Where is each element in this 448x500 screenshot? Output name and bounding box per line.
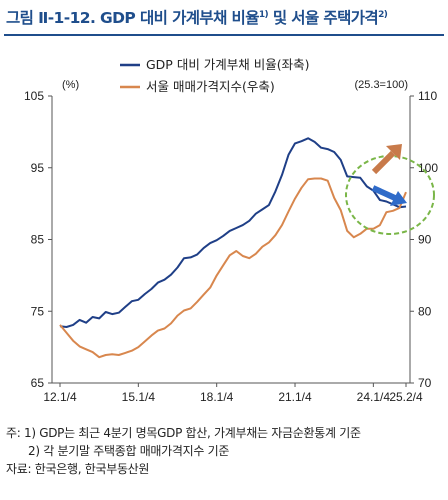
title-rule (4, 34, 444, 36)
left-tick-label: 75 (31, 304, 45, 318)
down-arrow-shaft (371, 185, 397, 201)
up-arrow-shaft (371, 150, 396, 175)
debt-ratio-line (59, 137, 407, 328)
chart: 65 75 85 95 105 70 80 90 100 110 12.1/4 15.1/4 18.1/… (24, 57, 438, 404)
right-tick-label: 90 (418, 233, 432, 247)
left-tick-label: 65 (31, 376, 45, 390)
right-tick-label: 110 (418, 89, 437, 103)
left-tick-label: 95 (31, 161, 45, 175)
right-tick-label: 80 (418, 304, 432, 318)
down-arrow-head (390, 191, 407, 206)
title-main: 그림 Ⅱ-1-12. GDP 대비 가계부채 비율 (6, 9, 259, 27)
right-tick-label: 100 (418, 161, 438, 175)
right-tick-label: 70 (418, 376, 432, 390)
x-tick-label: 18.1/4 (200, 390, 234, 404)
x-tick-label: 24.1/4 (357, 390, 391, 404)
left-tick-label: 105 (24, 89, 44, 103)
title-footnote-1: 1) (258, 9, 269, 20)
x-tick-label: 12.1/4 (43, 390, 77, 404)
footnote-1: 주: 1) GDP는 최근 4분기 명목GDP 합산, 가계부채는 자금순환통계… (6, 426, 361, 440)
chart-title: 그림 Ⅱ-1-12. GDP 대비 가계부채 비율1) 및 서울 주택가격2) (6, 6, 388, 28)
source-note: 자료: 한국은행, 한국부동산원 (6, 462, 150, 476)
right-axis-unit: (25.3=100) (354, 79, 408, 91)
left-axis-unit: (%) (62, 79, 79, 91)
up-arrow-head (386, 144, 402, 160)
legend-label-debt-ratio: GDP 대비 가계부채 비율(좌축) (146, 57, 310, 72)
house-price-line (59, 177, 407, 359)
x-tick-label: 25.2/4 (389, 390, 423, 404)
title-mid: 및 서울 주택가격 (268, 9, 379, 27)
x-tick-label: 21.1/4 (278, 390, 312, 404)
title-footnote-2: 2) (378, 9, 388, 20)
footnotes: 주: 1) GDP는 최근 4분기 명목GDP 합산, 가계부채는 자금순환통계… (6, 424, 361, 478)
legend-label-house-price: 서울 매매가격지수(우축) (146, 79, 275, 94)
x-tick-label: 15.1/4 (122, 390, 156, 404)
left-tick-label: 85 (31, 233, 45, 247)
footnote-2: 2) 각 분기말 주택종합 매매가격지수 기준 (28, 444, 230, 458)
